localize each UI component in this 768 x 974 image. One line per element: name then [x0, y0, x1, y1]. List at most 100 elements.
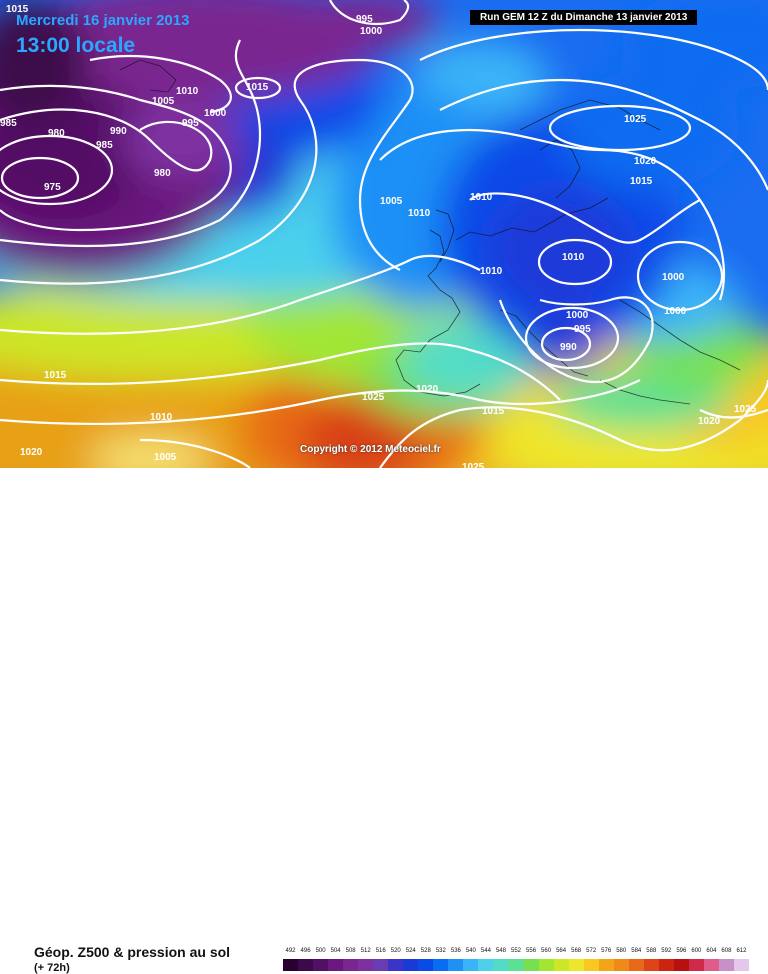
- isobar-label: 1025: [624, 114, 647, 125]
- forecast-date: Mercredi 16 janvier 2013: [16, 12, 190, 29]
- scale-swatch: [448, 959, 464, 971]
- scale-label: 528: [420, 948, 431, 954]
- scale-swatch: [343, 959, 359, 971]
- isobar-label: 980: [154, 168, 171, 179]
- isobar-label: 1010: [480, 266, 503, 277]
- isobar-label: 1005: [380, 196, 403, 207]
- scale-label: 520: [390, 948, 401, 954]
- isobar-label: 1000: [566, 310, 589, 321]
- color-blobs: [0, 0, 768, 468]
- scale-swatch: [373, 959, 389, 971]
- isobar-label: 995: [574, 324, 591, 335]
- isobar-label: 1020: [634, 156, 657, 167]
- scale-label: 512: [360, 948, 371, 954]
- legend-title: Géop. Z500 & pression au sol: [34, 944, 231, 960]
- isobar-label: 1015: [482, 406, 505, 417]
- isobar-label: 1000: [662, 272, 685, 283]
- scale-swatch: [433, 959, 449, 971]
- isobar-label: 1010: [408, 208, 431, 219]
- scale-swatch: [568, 959, 585, 971]
- scale-swatch: [478, 959, 494, 971]
- isobar-label: 1010: [562, 252, 585, 263]
- isobar-label: 1000: [360, 26, 383, 37]
- scale-label: 568: [571, 948, 582, 954]
- scale-swatch: [493, 959, 509, 971]
- isobar-lines: [0, 0, 768, 468]
- scale-label: 560: [541, 948, 552, 954]
- isobar-label: 1015: [630, 176, 653, 187]
- scale-swatch: [673, 959, 690, 971]
- geopotential-field: 1015 995 1000 1010 1015 1005 1000 995 98…: [0, 0, 768, 468]
- scale-swatch: [643, 959, 660, 971]
- scale-swatch: [598, 959, 615, 971]
- isobar-label: 1015: [6, 4, 29, 15]
- scale-swatch: [628, 959, 645, 971]
- isobar-label: 1025: [734, 404, 757, 415]
- scale-label: 516: [375, 948, 386, 954]
- scale-swatch: [313, 959, 329, 971]
- scale-swatch: [418, 959, 434, 971]
- isobar-label: 1020: [20, 447, 43, 458]
- scale-label: 536: [450, 948, 461, 954]
- isobar-label: 1005: [152, 96, 175, 107]
- isobar-label: 1015: [44, 370, 67, 381]
- isobar-label: 1000: [664, 306, 687, 317]
- scale-label: 524: [405, 948, 416, 954]
- scale-label: 552: [510, 948, 522, 954]
- scale-label: 596: [676, 948, 687, 954]
- scale-label: 544: [480, 948, 491, 954]
- isobar-labels: 1015 995 1000 1010 1015 1005 1000 995 98…: [0, 4, 757, 468]
- color-scale: [283, 959, 750, 971]
- scale-label: 612: [736, 948, 747, 954]
- scale-label: 500: [315, 948, 326, 954]
- scale-label: 532: [435, 948, 446, 954]
- scale-label: 540: [465, 948, 476, 954]
- isobar-label: 995: [356, 14, 373, 25]
- scale-swatch: [613, 959, 630, 971]
- isobar-label: 1005: [154, 452, 177, 463]
- isobar-label: 980: [48, 128, 65, 139]
- copyright-notice: Copyright © 2012 Meteociel.fr: [300, 444, 441, 455]
- isobar-label: 1000: [204, 108, 227, 119]
- scale-label: 588: [646, 948, 657, 954]
- isobar-label: 1010: [150, 412, 173, 423]
- isobar-label: 985: [96, 140, 113, 151]
- scale-label: 584: [631, 948, 642, 954]
- isobar-label: 1025: [362, 392, 385, 403]
- scale-swatch: [538, 959, 555, 971]
- scale-swatch: [583, 959, 600, 971]
- scale-label: 492: [285, 948, 296, 954]
- scale-swatch: [358, 959, 374, 971]
- coastlines: [119, 59, 741, 405]
- isobar-label: 995: [182, 118, 199, 129]
- scale-label: 576: [601, 948, 612, 954]
- scale-swatch: [283, 959, 299, 971]
- scale-label: 556: [526, 948, 537, 954]
- scale-label: 572: [586, 948, 597, 954]
- isobar-label: 975: [44, 182, 61, 193]
- legend-footer: Géop. Z500 & pression au sol (+ 72h) 492…: [0, 468, 768, 974]
- scale-label: 548: [495, 948, 506, 954]
- scale-swatch: [403, 959, 419, 971]
- weather-map: 1015 995 1000 1010 1015 1005 1000 995 98…: [0, 0, 768, 468]
- isobar-label: 1010: [470, 192, 493, 203]
- scale-label: 592: [661, 948, 672, 954]
- scale-label: 600: [691, 948, 702, 954]
- isobar-label: 1010: [176, 86, 199, 97]
- scale-swatch: [718, 959, 735, 971]
- scale-label: 504: [330, 948, 341, 954]
- scale-swatch: [388, 959, 404, 971]
- scale-swatch: [658, 959, 675, 971]
- scale-swatch: [508, 959, 524, 971]
- scale-swatch: [733, 959, 750, 971]
- isobar-label: 1020: [416, 384, 439, 395]
- scale-swatch: [298, 959, 314, 971]
- model-run-label: Run GEM 12 Z du Dimanche 13 janvier 2013: [470, 10, 698, 25]
- isobar-label: 1015: [246, 82, 269, 93]
- forecast-time: 13:00 locale: [16, 34, 136, 57]
- scale-swatch: [703, 959, 720, 971]
- isobar-label: 1025: [462, 462, 485, 468]
- scale-swatch: [328, 959, 344, 971]
- scale-label: 496: [300, 948, 311, 954]
- scale-swatch: [463, 959, 479, 971]
